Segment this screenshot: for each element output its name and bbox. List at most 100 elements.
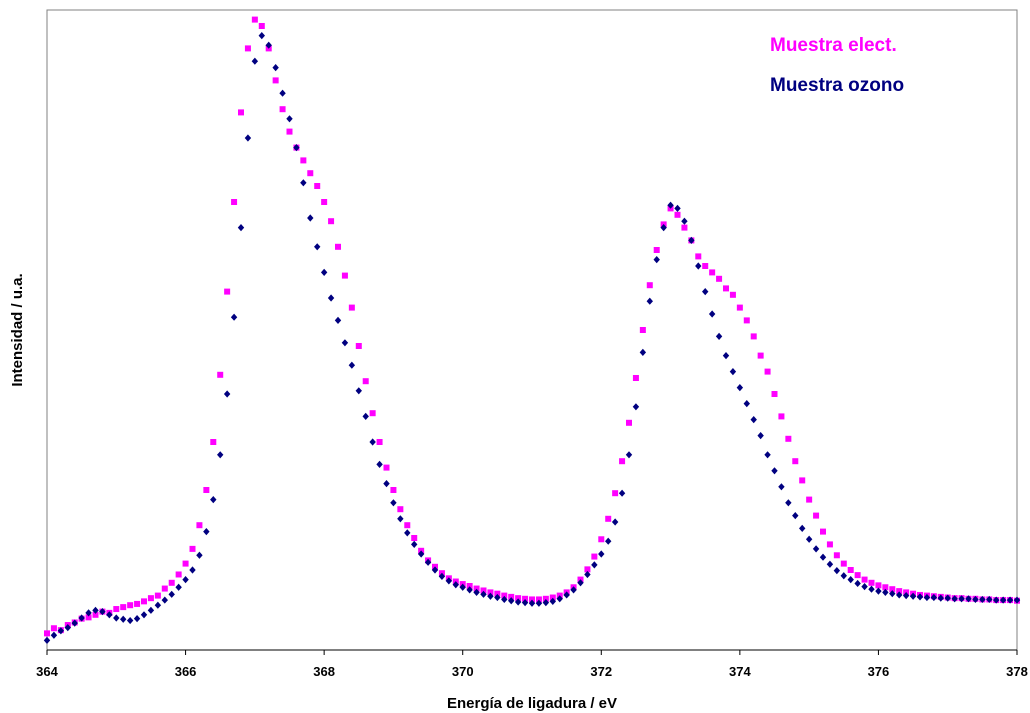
data-point [826, 541, 833, 548]
data-point [715, 332, 723, 340]
data-point [134, 600, 141, 607]
x-axis-ticks: 364 366 368 370 372 374 376 378 [36, 650, 1028, 679]
data-point [459, 583, 466, 591]
data-point [376, 460, 383, 468]
data-point [473, 585, 480, 592]
data-point [625, 451, 633, 459]
data-point [404, 529, 411, 537]
data-point [355, 387, 362, 395]
data-point [43, 636, 51, 644]
data-point [598, 536, 605, 543]
data-point [681, 217, 688, 225]
data-point [833, 567, 841, 575]
data-point [348, 361, 356, 369]
data-point [328, 218, 335, 225]
data-point [494, 590, 501, 597]
data-point [674, 211, 681, 218]
data-point [646, 282, 653, 289]
data-point [882, 588, 889, 596]
data-point [231, 199, 238, 205]
x-tick-label: 364 [36, 664, 58, 679]
data-point [44, 630, 50, 637]
data-point [348, 304, 355, 311]
data-point [889, 590, 896, 598]
data-point [549, 594, 556, 601]
data-point [50, 631, 58, 639]
data-point [577, 579, 584, 587]
data-point [175, 571, 182, 578]
data-point [64, 624, 71, 632]
data-point [113, 614, 120, 622]
data-point [168, 579, 175, 586]
data-point [722, 352, 730, 360]
data-point [854, 579, 861, 588]
data-point [286, 128, 293, 135]
data-point [431, 566, 439, 574]
data-point [695, 262, 702, 270]
data-point [487, 589, 494, 596]
data-point [141, 598, 147, 605]
data-point [487, 592, 494, 600]
data-point [522, 595, 529, 602]
data-point [813, 512, 820, 519]
data-point [473, 588, 480, 596]
data-point [826, 560, 834, 568]
data-point [154, 592, 161, 599]
data-point [203, 528, 210, 536]
data-point [639, 327, 646, 333]
data-point [203, 487, 210, 493]
data-point [618, 489, 626, 497]
data-point [771, 391, 778, 397]
data-point [300, 157, 307, 164]
series-muestra-ozono [43, 32, 1021, 644]
data-point [923, 593, 931, 602]
data-point [314, 183, 321, 189]
data-point [549, 597, 556, 605]
data-point [161, 596, 168, 604]
x-tick-label: 368 [313, 664, 335, 679]
data-point [584, 570, 591, 579]
data-point [584, 566, 591, 573]
data-point [743, 317, 750, 324]
legend-entry-muestra-elect: Muestra elect. [770, 35, 897, 56]
data-point [341, 272, 348, 279]
data-point [224, 288, 231, 295]
data-point [799, 524, 806, 532]
data-point [847, 576, 854, 584]
data-point [861, 583, 868, 591]
data-point [452, 581, 459, 589]
data-point [542, 595, 549, 602]
data-point [113, 606, 120, 613]
data-point [480, 590, 487, 598]
data-point [965, 595, 972, 603]
data-point [632, 375, 639, 381]
data-point [563, 591, 570, 599]
data-point [50, 625, 57, 632]
data-point [508, 593, 515, 600]
data-point [417, 550, 425, 558]
data-point [868, 579, 875, 586]
data-point [196, 551, 203, 559]
data-point [514, 598, 522, 606]
data-point [646, 297, 653, 305]
data-point [494, 593, 501, 602]
data-point [279, 89, 286, 97]
data-point [674, 204, 681, 212]
data-point [868, 585, 875, 593]
legend: Muestra elect. Muestra ozono [770, 35, 904, 96]
data-point [438, 572, 446, 580]
data-point [258, 23, 265, 29]
data-point [702, 288, 709, 296]
data-point [764, 368, 771, 375]
data-point [314, 243, 321, 251]
data-point [591, 561, 598, 569]
data-point [598, 550, 605, 558]
data-point [605, 537, 612, 545]
data-point [729, 368, 737, 376]
data-point [362, 378, 369, 385]
data-point [341, 339, 349, 347]
data-point [930, 593, 938, 602]
y-axis-title: Intensidad / u.a. [9, 273, 26, 386]
data-point [889, 586, 896, 593]
